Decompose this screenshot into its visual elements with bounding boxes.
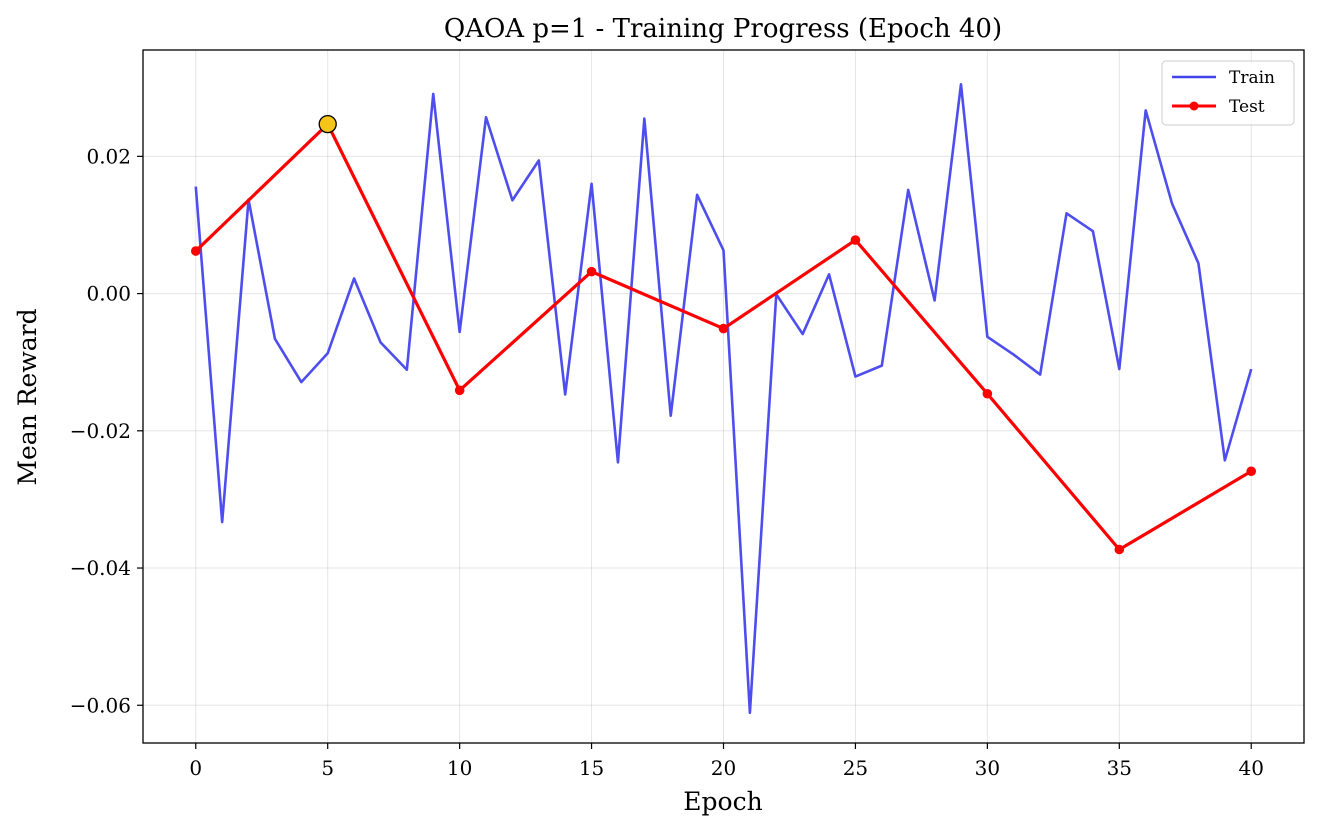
x-tick-label: 40 xyxy=(1239,756,1264,780)
best-test-marker xyxy=(318,114,337,134)
test-point xyxy=(718,323,729,334)
test-point xyxy=(586,266,597,277)
y-tick-label: −0.02 xyxy=(70,419,131,443)
y-axis-title: Mean Reward xyxy=(13,308,42,485)
x-tick-label: 20 xyxy=(711,756,736,780)
y-tick-label: −0.06 xyxy=(70,693,131,717)
series-layer xyxy=(190,83,1257,715)
test-point xyxy=(850,235,861,245)
x-tick-label: 0 xyxy=(189,756,202,780)
y-tick-label: 0.02 xyxy=(86,144,131,168)
x-tick-label: 15 xyxy=(579,756,604,780)
chart-title: QAOA p=1 - Training Progress (Epoch 40) xyxy=(444,14,1002,44)
test-point xyxy=(454,385,465,396)
test-point xyxy=(1246,466,1257,477)
grid xyxy=(143,50,1304,743)
y-tick-label: 0.00 xyxy=(86,282,131,306)
legend-test-label: Test xyxy=(1229,97,1265,117)
test-point xyxy=(982,388,993,399)
train-series-line xyxy=(194,83,1253,715)
legend-train-label: Train xyxy=(1229,68,1275,88)
x-axis-title: Epoch xyxy=(683,787,762,816)
x-tick-label: 5 xyxy=(321,756,334,780)
x-tick-label: 10 xyxy=(447,756,472,780)
ticks: 0 5 10 15 20 25 30 35 40 0.02 0.00 −0.02 −0.04 −0.06 xyxy=(70,144,1264,780)
test-point xyxy=(1114,544,1125,555)
y-tick-label: −0.04 xyxy=(70,556,131,580)
x-tick-label: 25 xyxy=(843,756,868,780)
x-tick-label: 30 xyxy=(975,756,1000,780)
legend: Train Test xyxy=(1161,60,1295,126)
test-point xyxy=(190,246,201,256)
legend-test-marker xyxy=(1189,101,1199,111)
x-tick-label: 35 xyxy=(1107,756,1132,780)
